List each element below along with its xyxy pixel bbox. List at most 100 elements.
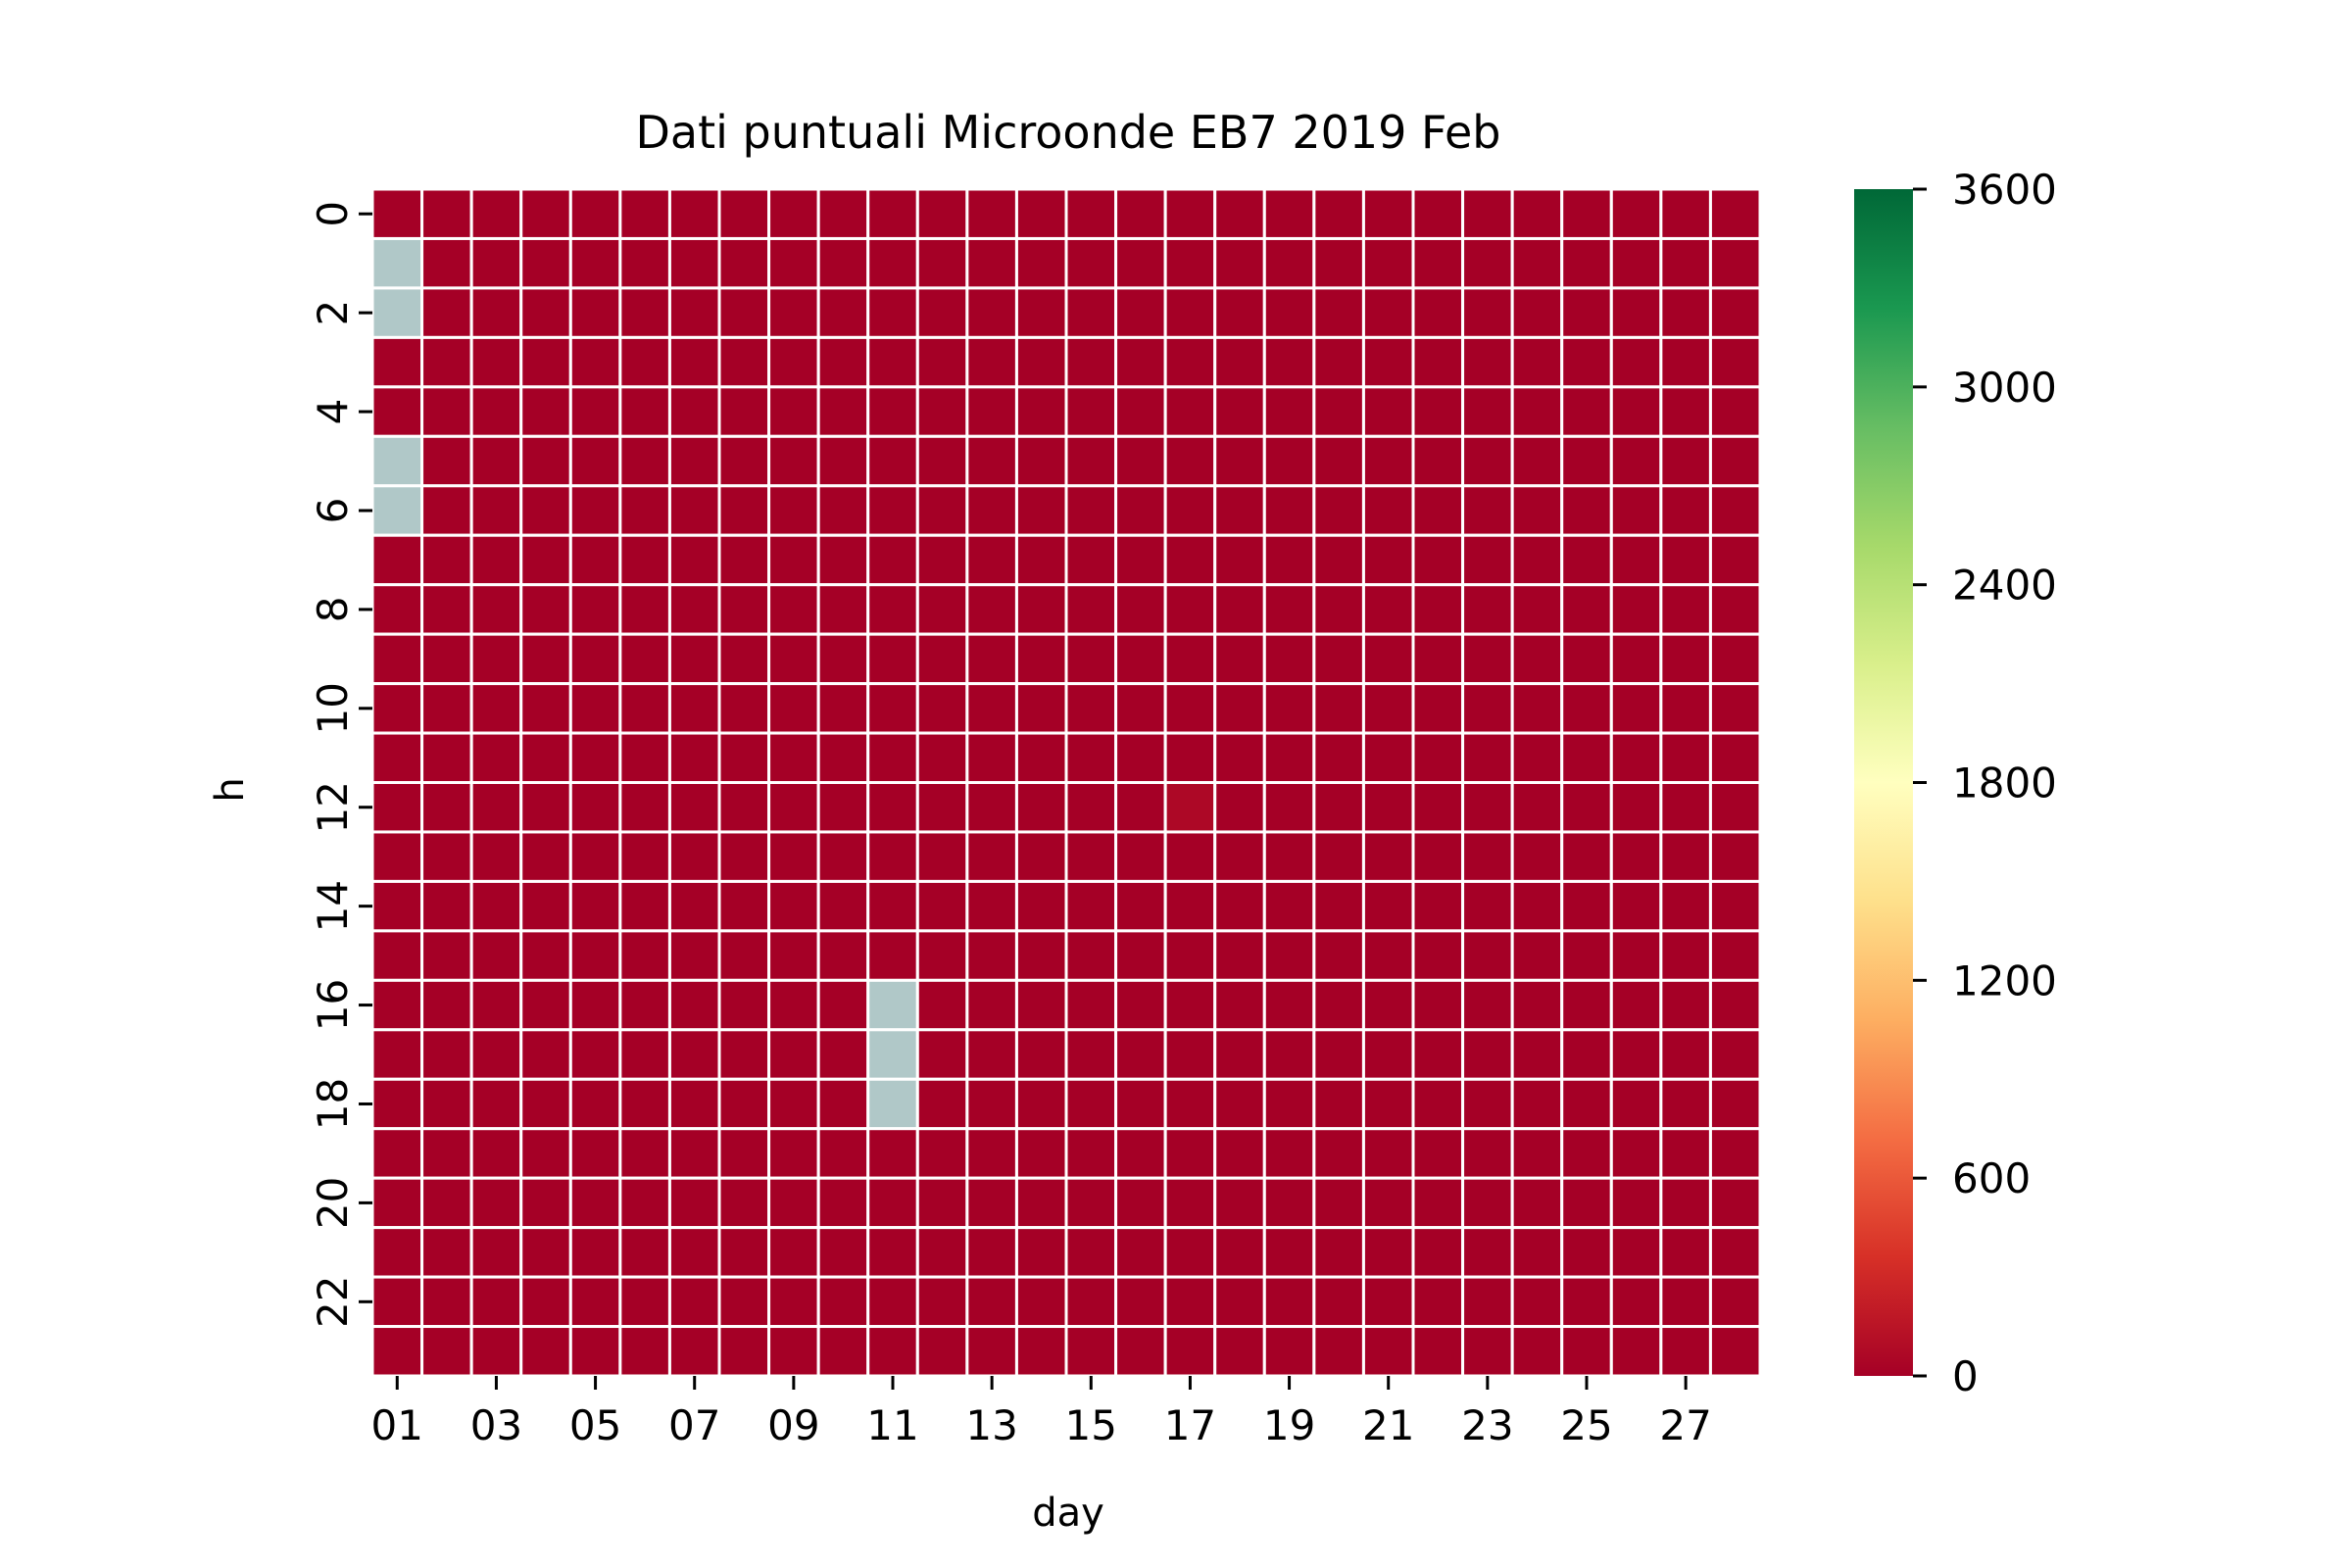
heatmap-cell — [618, 1176, 671, 1230]
heatmap-cell — [965, 286, 1018, 339]
x-tick-label: 11 — [866, 1401, 918, 1449]
heatmap-cell — [1659, 1028, 1712, 1081]
heatmap-cell — [1064, 1127, 1118, 1180]
heatmap-cell — [1312, 583, 1365, 636]
heatmap-cell — [1114, 731, 1167, 785]
heatmap-cell — [1708, 286, 1762, 339]
heatmap-cell — [1262, 1077, 1316, 1131]
heatmap-cell — [717, 731, 771, 785]
heatmap-cell — [1114, 1226, 1167, 1279]
heatmap-cell — [1659, 286, 1712, 339]
heatmap-cell — [717, 1077, 771, 1131]
heatmap-cell — [1014, 879, 1068, 933]
heatmap-cell — [1708, 434, 1762, 488]
heatmap-cell — [568, 929, 622, 982]
heatmap-cell — [1014, 1176, 1068, 1230]
heatmap-cell — [1262, 335, 1316, 389]
x-tick-label: 13 — [965, 1401, 1017, 1449]
heatmap-cell — [1014, 385, 1068, 438]
y-axis: 0 2 4 6 8 10 12 14 16 18 20 22 — [309, 201, 372, 1328]
heatmap-cell — [370, 484, 424, 537]
heatmap-cell — [1708, 929, 1762, 982]
heatmap-cell — [1312, 682, 1365, 735]
heatmap-cell — [667, 781, 721, 834]
heatmap-cell — [915, 929, 969, 982]
heatmap-cell — [915, 533, 969, 587]
heatmap-cell — [1361, 731, 1415, 785]
heatmap-cell — [1312, 1176, 1365, 1230]
heatmap-cell — [469, 830, 523, 883]
heatmap-cell — [370, 385, 424, 438]
heatmap-cell — [1213, 1127, 1266, 1180]
heatmap-cell — [469, 1275, 523, 1329]
heatmap-cell — [915, 1176, 969, 1230]
heatmap-cell — [469, 1077, 523, 1131]
heatmap-cell — [370, 978, 424, 1032]
heatmap-cell — [1659, 879, 1712, 933]
heatmap-cell — [816, 236, 870, 290]
heatmap-cell — [1560, 434, 1613, 488]
heatmap-cell — [519, 236, 572, 290]
heatmap-cell — [1461, 1176, 1514, 1230]
x-tick-label: 21 — [1362, 1401, 1414, 1449]
heatmap-cell — [1461, 1275, 1514, 1329]
heatmap-cell — [420, 335, 473, 389]
heatmap-cell — [1560, 533, 1613, 587]
heatmap-cell — [1560, 286, 1613, 339]
heatmap-cell — [469, 929, 523, 982]
heatmap-cell — [717, 929, 771, 982]
heatmap-cell — [1510, 533, 1564, 587]
heatmap-cell — [1361, 879, 1415, 933]
heatmap-cell — [1361, 682, 1415, 735]
heatmap-cell — [1461, 187, 1514, 240]
heatmap-cell — [618, 187, 671, 240]
heatmap-cell — [469, 731, 523, 785]
heatmap-cell — [1609, 1127, 1663, 1180]
heatmap-cell — [1708, 830, 1762, 883]
heatmap-cell — [816, 1127, 870, 1180]
heatmap-cell — [1163, 434, 1217, 488]
heatmap-cell — [1213, 1176, 1266, 1230]
heatmap-cell — [1461, 1127, 1514, 1180]
heatmap-cell — [1262, 929, 1316, 982]
heatmap-cell — [420, 1275, 473, 1329]
heatmap-cell — [965, 434, 1018, 488]
x-tick-label: 17 — [1164, 1401, 1216, 1449]
heatmap-cell — [915, 434, 969, 488]
y-tick-label: 10 — [309, 682, 357, 734]
heatmap-cell — [568, 1028, 622, 1081]
heatmap-cell — [420, 632, 473, 686]
heatmap-cell — [1361, 1176, 1415, 1230]
heatmap-cell — [568, 236, 622, 290]
heatmap-cell — [1213, 484, 1266, 537]
heatmap-cell — [1361, 632, 1415, 686]
heatmap-cell — [1659, 929, 1712, 982]
heatmap-cell — [1708, 632, 1762, 686]
heatmap-cell — [1461, 731, 1514, 785]
heatmap-cell — [915, 830, 969, 883]
heatmap-cell — [1609, 583, 1663, 636]
heatmap-cell — [717, 978, 771, 1032]
heatmap-cell — [1064, 682, 1118, 735]
heatmap-cell — [1510, 286, 1564, 339]
heatmap-cell — [1708, 1176, 1762, 1230]
heatmap-cell — [866, 929, 919, 982]
heatmap-cell — [1163, 1226, 1217, 1279]
heatmap-cell — [1461, 929, 1514, 982]
heatmap-cell — [1461, 236, 1514, 290]
heatmap-cell — [469, 484, 523, 537]
heatmap-cell — [1213, 533, 1266, 587]
heatmap-cell — [767, 830, 820, 883]
heatmap-cell — [667, 1325, 721, 1378]
heatmap-cell — [1014, 484, 1068, 537]
colorbar-tick-label: 1800 — [1952, 760, 2057, 808]
heatmap-cell — [1312, 1325, 1365, 1378]
heatmap-cell — [816, 385, 870, 438]
heatmap-cell — [1560, 731, 1613, 785]
heatmap-cell — [1461, 385, 1514, 438]
heatmap-cell — [667, 1226, 721, 1279]
heatmap-cell — [965, 583, 1018, 636]
heatmap-cell — [717, 1176, 771, 1230]
heatmap-cell — [1560, 929, 1613, 982]
heatmap-cell — [469, 1325, 523, 1378]
